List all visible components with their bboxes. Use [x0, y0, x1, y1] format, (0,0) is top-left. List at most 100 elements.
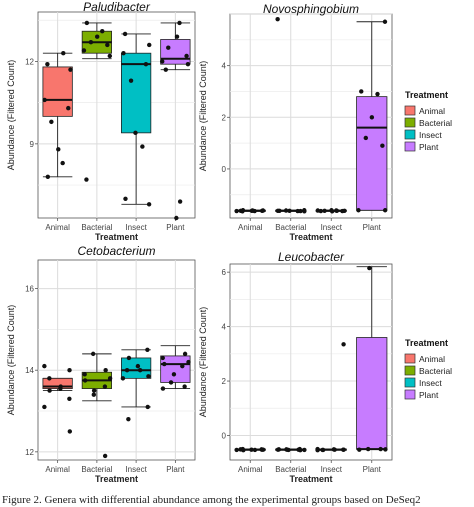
legend-1: Treatment Animal Bacterial Insect Plant	[404, 90, 452, 152]
y-tick-label: 0	[222, 432, 227, 441]
data-point	[341, 447, 346, 452]
data-point	[146, 374, 151, 379]
data-point	[302, 209, 307, 214]
data-point	[126, 355, 132, 361]
legend-swatch-bacterial	[404, 117, 416, 128]
data-point	[160, 59, 165, 64]
data-point	[135, 363, 141, 369]
data-point	[121, 51, 126, 56]
data-point	[160, 355, 165, 361]
data-point	[60, 160, 65, 166]
panel-cetobacterium: 12 14 16 Animal Bacterial Insect Plant Treatmen…	[6, 244, 196, 484]
data-point	[133, 130, 138, 136]
data-point	[182, 351, 188, 357]
data-point	[177, 199, 183, 204]
data-point	[171, 372, 177, 377]
legend-swatch-plant	[404, 141, 416, 152]
data-point	[45, 174, 51, 179]
x-tick-label-animal: Animal	[238, 223, 263, 232]
box-bacterial	[81, 22, 112, 60]
legend-swatch-plant	[404, 389, 416, 400]
box-iqr	[356, 337, 388, 450]
data-point	[122, 31, 128, 37]
y-tick-label: 4	[222, 323, 227, 332]
data-point	[302, 447, 307, 453]
data-point	[58, 386, 63, 391]
data-point	[42, 97, 47, 103]
data-point	[103, 368, 108, 373]
legend-2: Treatment Animal Bacterial Insect Plant	[404, 338, 452, 400]
data-point	[88, 40, 94, 45]
data-point	[240, 209, 245, 214]
y-tick-label: 16	[25, 285, 34, 294]
legend-label-bacterial: Bacterial	[419, 366, 452, 376]
data-point	[275, 16, 280, 22]
data-point	[174, 215, 179, 221]
data-point	[259, 208, 265, 213]
data-point	[329, 209, 335, 214]
data-point	[340, 208, 345, 214]
data-point	[315, 448, 320, 453]
data-point	[42, 404, 47, 410]
x-tick-label-insect: Insect	[321, 465, 343, 474]
data-point	[91, 388, 97, 393]
data-point	[259, 447, 264, 452]
x-tick-label-animal: Animal	[238, 465, 263, 474]
data-point	[137, 368, 143, 373]
data-point	[320, 447, 326, 453]
data-point	[67, 368, 72, 373]
x-tick-label-insect: Insect	[321, 223, 343, 232]
data-point	[168, 380, 174, 385]
data-point	[61, 51, 66, 56]
data-point	[380, 143, 385, 148]
data-point	[91, 392, 97, 397]
x-tick-label-bacterial: Bacterial	[81, 465, 112, 474]
data-point	[124, 368, 130, 373]
legend-label-bacterial: Bacterial	[419, 118, 452, 128]
data-point	[126, 416, 131, 422]
figure-caption: Figure 2. Genera with differential abund…	[2, 494, 421, 506]
legend-label-insect: Insect	[419, 378, 442, 388]
data-point	[287, 208, 292, 213]
y-tick-label: 6	[222, 268, 227, 277]
data-point	[140, 144, 145, 149]
box-iqr	[160, 39, 191, 65]
legend-label-insect: Insect	[419, 130, 442, 140]
chart-title: Novosphingobium	[263, 2, 359, 16]
legend-swatch-animal	[404, 353, 416, 364]
box-iqr	[121, 357, 152, 379]
data-point	[249, 447, 254, 452]
data-point	[47, 376, 52, 381]
legend-swatch-insect	[404, 377, 416, 388]
data-point	[252, 447, 258, 453]
box-plant	[356, 266, 388, 451]
data-point	[100, 29, 105, 34]
legend-title: Treatment	[405, 90, 448, 100]
x-tick-label-insect: Insect	[125, 465, 147, 474]
panel-leucobacter: 0 2 4 6 Animal Bacterial Insect Plant Treatment A…	[198, 250, 393, 484]
data-point	[186, 359, 191, 365]
data-point	[42, 363, 47, 369]
data-point	[84, 177, 89, 182]
x-tick-label-animal: Animal	[45, 223, 70, 232]
x-tick-label-plant: Plant	[363, 223, 382, 232]
data-point	[162, 361, 167, 367]
data-point	[182, 384, 187, 389]
data-point	[356, 208, 361, 213]
grid	[230, 13, 392, 218]
data-point	[241, 448, 246, 453]
data-point	[184, 53, 189, 59]
data-point	[68, 67, 73, 72]
x-axis-label: Treatment	[95, 232, 138, 242]
box-iqr	[42, 377, 73, 389]
y-axis-label: Abundance (Filtered Count)	[198, 61, 208, 172]
data-point	[66, 105, 71, 111]
data-point	[378, 446, 383, 452]
data-point	[81, 48, 87, 53]
box-plant	[160, 345, 191, 390]
data-point	[45, 61, 50, 67]
y-tick-label: 14	[25, 366, 34, 375]
data-point	[234, 447, 239, 453]
panel-paludibacter: 9 12 Animal Bacterial Insect Plant Treatment Ab…	[6, 0, 196, 242]
y-axis-label: Abundance (Filtered Count)	[198, 307, 208, 418]
